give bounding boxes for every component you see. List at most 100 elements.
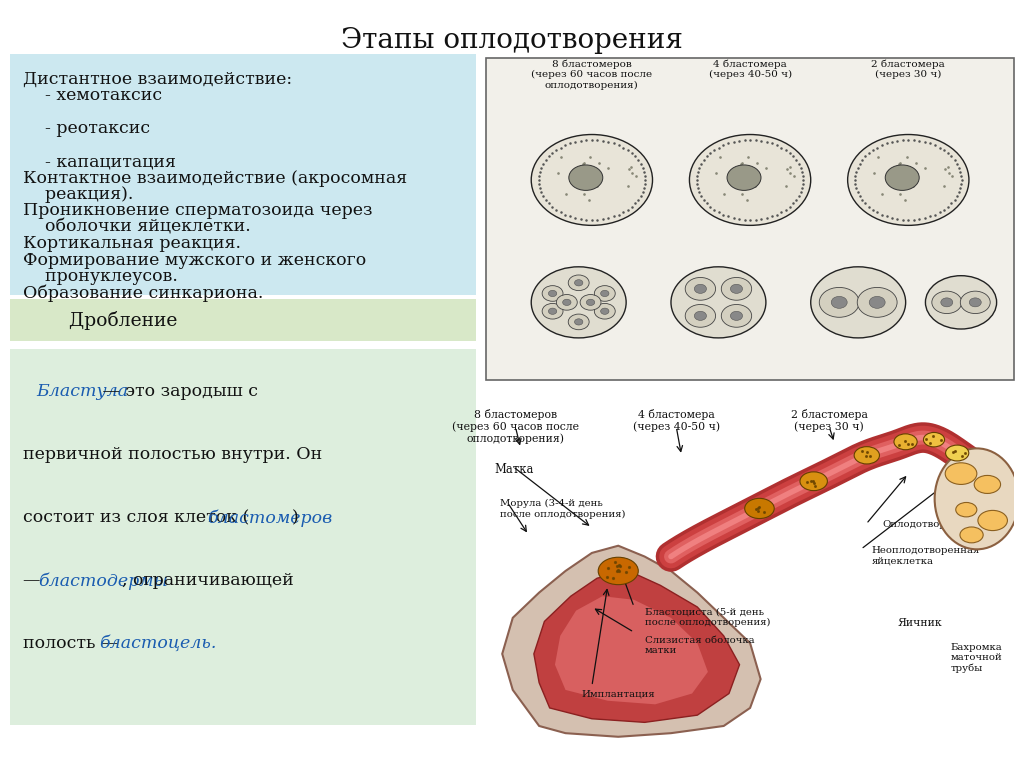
Circle shape	[970, 298, 981, 307]
Circle shape	[556, 295, 578, 310]
Text: первичной полостью внутри. Он: первичной полостью внутри. Он	[23, 446, 322, 463]
Circle shape	[568, 314, 589, 330]
Circle shape	[730, 311, 742, 321]
Circle shape	[885, 165, 920, 190]
Circle shape	[727, 165, 761, 190]
FancyBboxPatch shape	[10, 299, 476, 341]
Circle shape	[568, 165, 603, 190]
Text: Этапы оплодотворения: Этапы оплодотворения	[341, 27, 683, 54]
Text: пронуклеусов.: пронуклеусов.	[23, 268, 177, 285]
Text: бластодермы: бластодермы	[38, 572, 168, 590]
Text: - реотаксис: - реотаксис	[23, 120, 150, 137]
Circle shape	[857, 288, 897, 318]
Text: - хемотаксис: - хемотаксис	[23, 87, 162, 104]
Circle shape	[549, 291, 557, 297]
Text: Образование синкариона.: Образование синкариона.	[23, 285, 263, 302]
Circle shape	[601, 291, 609, 297]
Circle shape	[531, 134, 652, 225]
Circle shape	[831, 296, 847, 308]
Circle shape	[894, 434, 918, 449]
Circle shape	[542, 304, 563, 319]
Circle shape	[581, 295, 601, 310]
Circle shape	[945, 445, 969, 461]
Circle shape	[869, 296, 885, 308]
Circle shape	[811, 267, 905, 338]
Text: Формирование мужского и женского: Формирование мужского и женского	[23, 252, 366, 269]
Circle shape	[574, 319, 583, 325]
FancyBboxPatch shape	[10, 349, 476, 725]
Text: , ограничивающей: , ограничивающей	[123, 572, 294, 589]
Text: Кортикальная реакция.: Кортикальная реакция.	[23, 235, 241, 252]
Text: Бахромка
маточной
трубы: Бахромка маточной трубы	[950, 643, 1002, 673]
Text: оболочки яйцеклетки.: оболочки яйцеклетки.	[23, 219, 250, 236]
Text: бластомеров: бластомеров	[207, 509, 332, 527]
Text: 8 бластомеров
(через 60 часов после
оплодотворения): 8 бластомеров (через 60 часов после опло…	[531, 59, 652, 90]
Text: Бластоциста (5-й день
после оплодотворения): Бластоциста (5-й день после оплодотворен…	[645, 607, 770, 627]
Text: Проникновение сперматозоида через: Проникновение сперматозоида через	[23, 202, 372, 219]
Circle shape	[531, 267, 626, 338]
Circle shape	[941, 298, 952, 307]
Text: 8 бластомеров
(через 60 часов после
оплодотворения): 8 бластомеров (через 60 часов после опло…	[452, 409, 579, 444]
Text: —: —	[23, 572, 45, 589]
FancyBboxPatch shape	[10, 54, 476, 295]
Text: — это зародыш с: — это зародыш с	[97, 384, 258, 400]
Circle shape	[730, 285, 742, 294]
Circle shape	[562, 299, 571, 305]
Circle shape	[945, 463, 977, 485]
Polygon shape	[502, 546, 761, 737]
Circle shape	[819, 288, 859, 318]
Circle shape	[932, 291, 962, 314]
Circle shape	[601, 308, 609, 314]
Circle shape	[955, 502, 977, 517]
Polygon shape	[555, 596, 708, 704]
Circle shape	[671, 267, 766, 338]
Text: Яичник: Яичник	[898, 618, 942, 628]
Circle shape	[848, 134, 969, 225]
Text: Бластула: Бластула	[36, 384, 128, 400]
Circle shape	[549, 308, 557, 314]
Text: Морула (3-4-й день
после оплодотворения): Морула (3-4-й день после оплодотворения)	[500, 499, 625, 518]
Polygon shape	[534, 571, 739, 723]
Text: бластоцель.: бластоцель.	[99, 635, 217, 652]
Text: Неоплодотворенная
яйцеклетка: Неоплодотворенная яйцеклетка	[871, 546, 980, 565]
Circle shape	[744, 499, 774, 518]
Circle shape	[800, 472, 827, 491]
Circle shape	[854, 446, 880, 464]
Text: Слизистая оболочка
матки: Слизистая оболочка матки	[645, 636, 755, 655]
Circle shape	[961, 291, 990, 314]
Circle shape	[959, 527, 983, 543]
Text: Дробление: Дробление	[51, 311, 177, 330]
Text: реакция).: реакция).	[23, 186, 133, 203]
Circle shape	[694, 285, 707, 294]
Circle shape	[721, 278, 752, 300]
Text: Контактное взаимодействие (акросомная: Контактное взаимодействие (акросомная	[23, 170, 407, 186]
Circle shape	[685, 278, 716, 300]
Circle shape	[926, 275, 996, 329]
Circle shape	[689, 134, 811, 225]
Circle shape	[685, 304, 716, 328]
Text: 4 бластомера
(через 40-50 ч): 4 бластомера (через 40-50 ч)	[633, 409, 720, 432]
Circle shape	[594, 304, 615, 319]
Text: Оплодотворение: Оплодотворение	[882, 521, 972, 529]
Circle shape	[598, 558, 638, 584]
Circle shape	[587, 299, 595, 305]
Text: ): )	[292, 509, 298, 526]
Circle shape	[978, 510, 1008, 531]
Circle shape	[542, 285, 563, 301]
Circle shape	[574, 280, 583, 286]
FancyBboxPatch shape	[486, 58, 1014, 380]
Text: Матка: Матка	[495, 463, 534, 476]
Circle shape	[594, 285, 615, 301]
Text: 2 бластомера
(через 30 ч): 2 бластомера (через 30 ч)	[871, 59, 945, 79]
Text: 2 бластомера
(через 30 ч): 2 бластомера (через 30 ч)	[791, 409, 867, 432]
Circle shape	[568, 275, 589, 291]
Text: состоит из слоя клеток (: состоит из слоя клеток (	[23, 509, 249, 526]
Circle shape	[974, 476, 1000, 493]
Text: Дистантное взаимодействие:: Дистантное взаимодействие:	[23, 71, 292, 87]
Text: - капацитация: - капацитация	[23, 153, 175, 170]
Circle shape	[721, 304, 752, 328]
Circle shape	[694, 311, 707, 321]
Circle shape	[924, 433, 944, 447]
Text: 4 бластомера
(через 40-50 ч): 4 бластомера (через 40-50 ч)	[709, 59, 792, 79]
Text: полость —: полость —	[23, 635, 124, 652]
